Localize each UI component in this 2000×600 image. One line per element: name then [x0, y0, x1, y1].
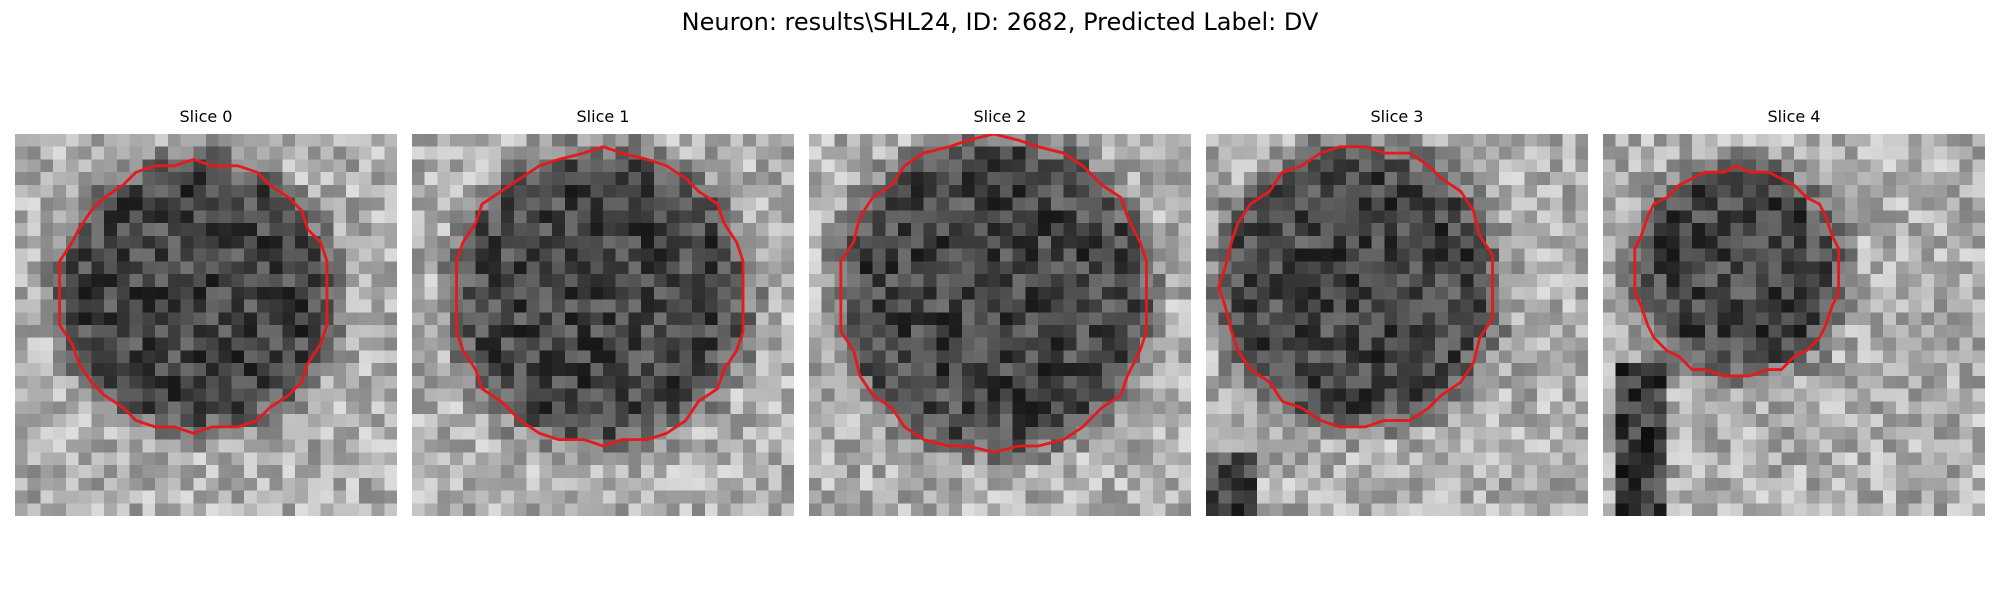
figure-title: Neuron: results\SHL24, ID: 2682, Predict…: [681, 8, 1319, 36]
segmentation-contour-3: [1217, 145, 1494, 429]
slice-image-4: [1603, 134, 1985, 516]
slice-title-0: Slice 0: [179, 107, 233, 126]
segmentation-contour-1: [455, 145, 745, 448]
slice-image-1: [412, 134, 794, 516]
slice-title-4: Slice 4: [1767, 107, 1821, 126]
slice-title-3: Slice 3: [1370, 107, 1424, 126]
slice-title-1: Slice 1: [576, 107, 630, 126]
slice-image-0: [15, 134, 397, 516]
slice-image-3: [1206, 134, 1588, 516]
segmentation-contour-2: [839, 134, 1148, 454]
segmentation-contour-4: [1633, 164, 1840, 378]
segmentation-contour-0: [58, 157, 329, 435]
slice-image-2: [809, 134, 1191, 516]
slice-title-2: Slice 2: [973, 107, 1027, 126]
